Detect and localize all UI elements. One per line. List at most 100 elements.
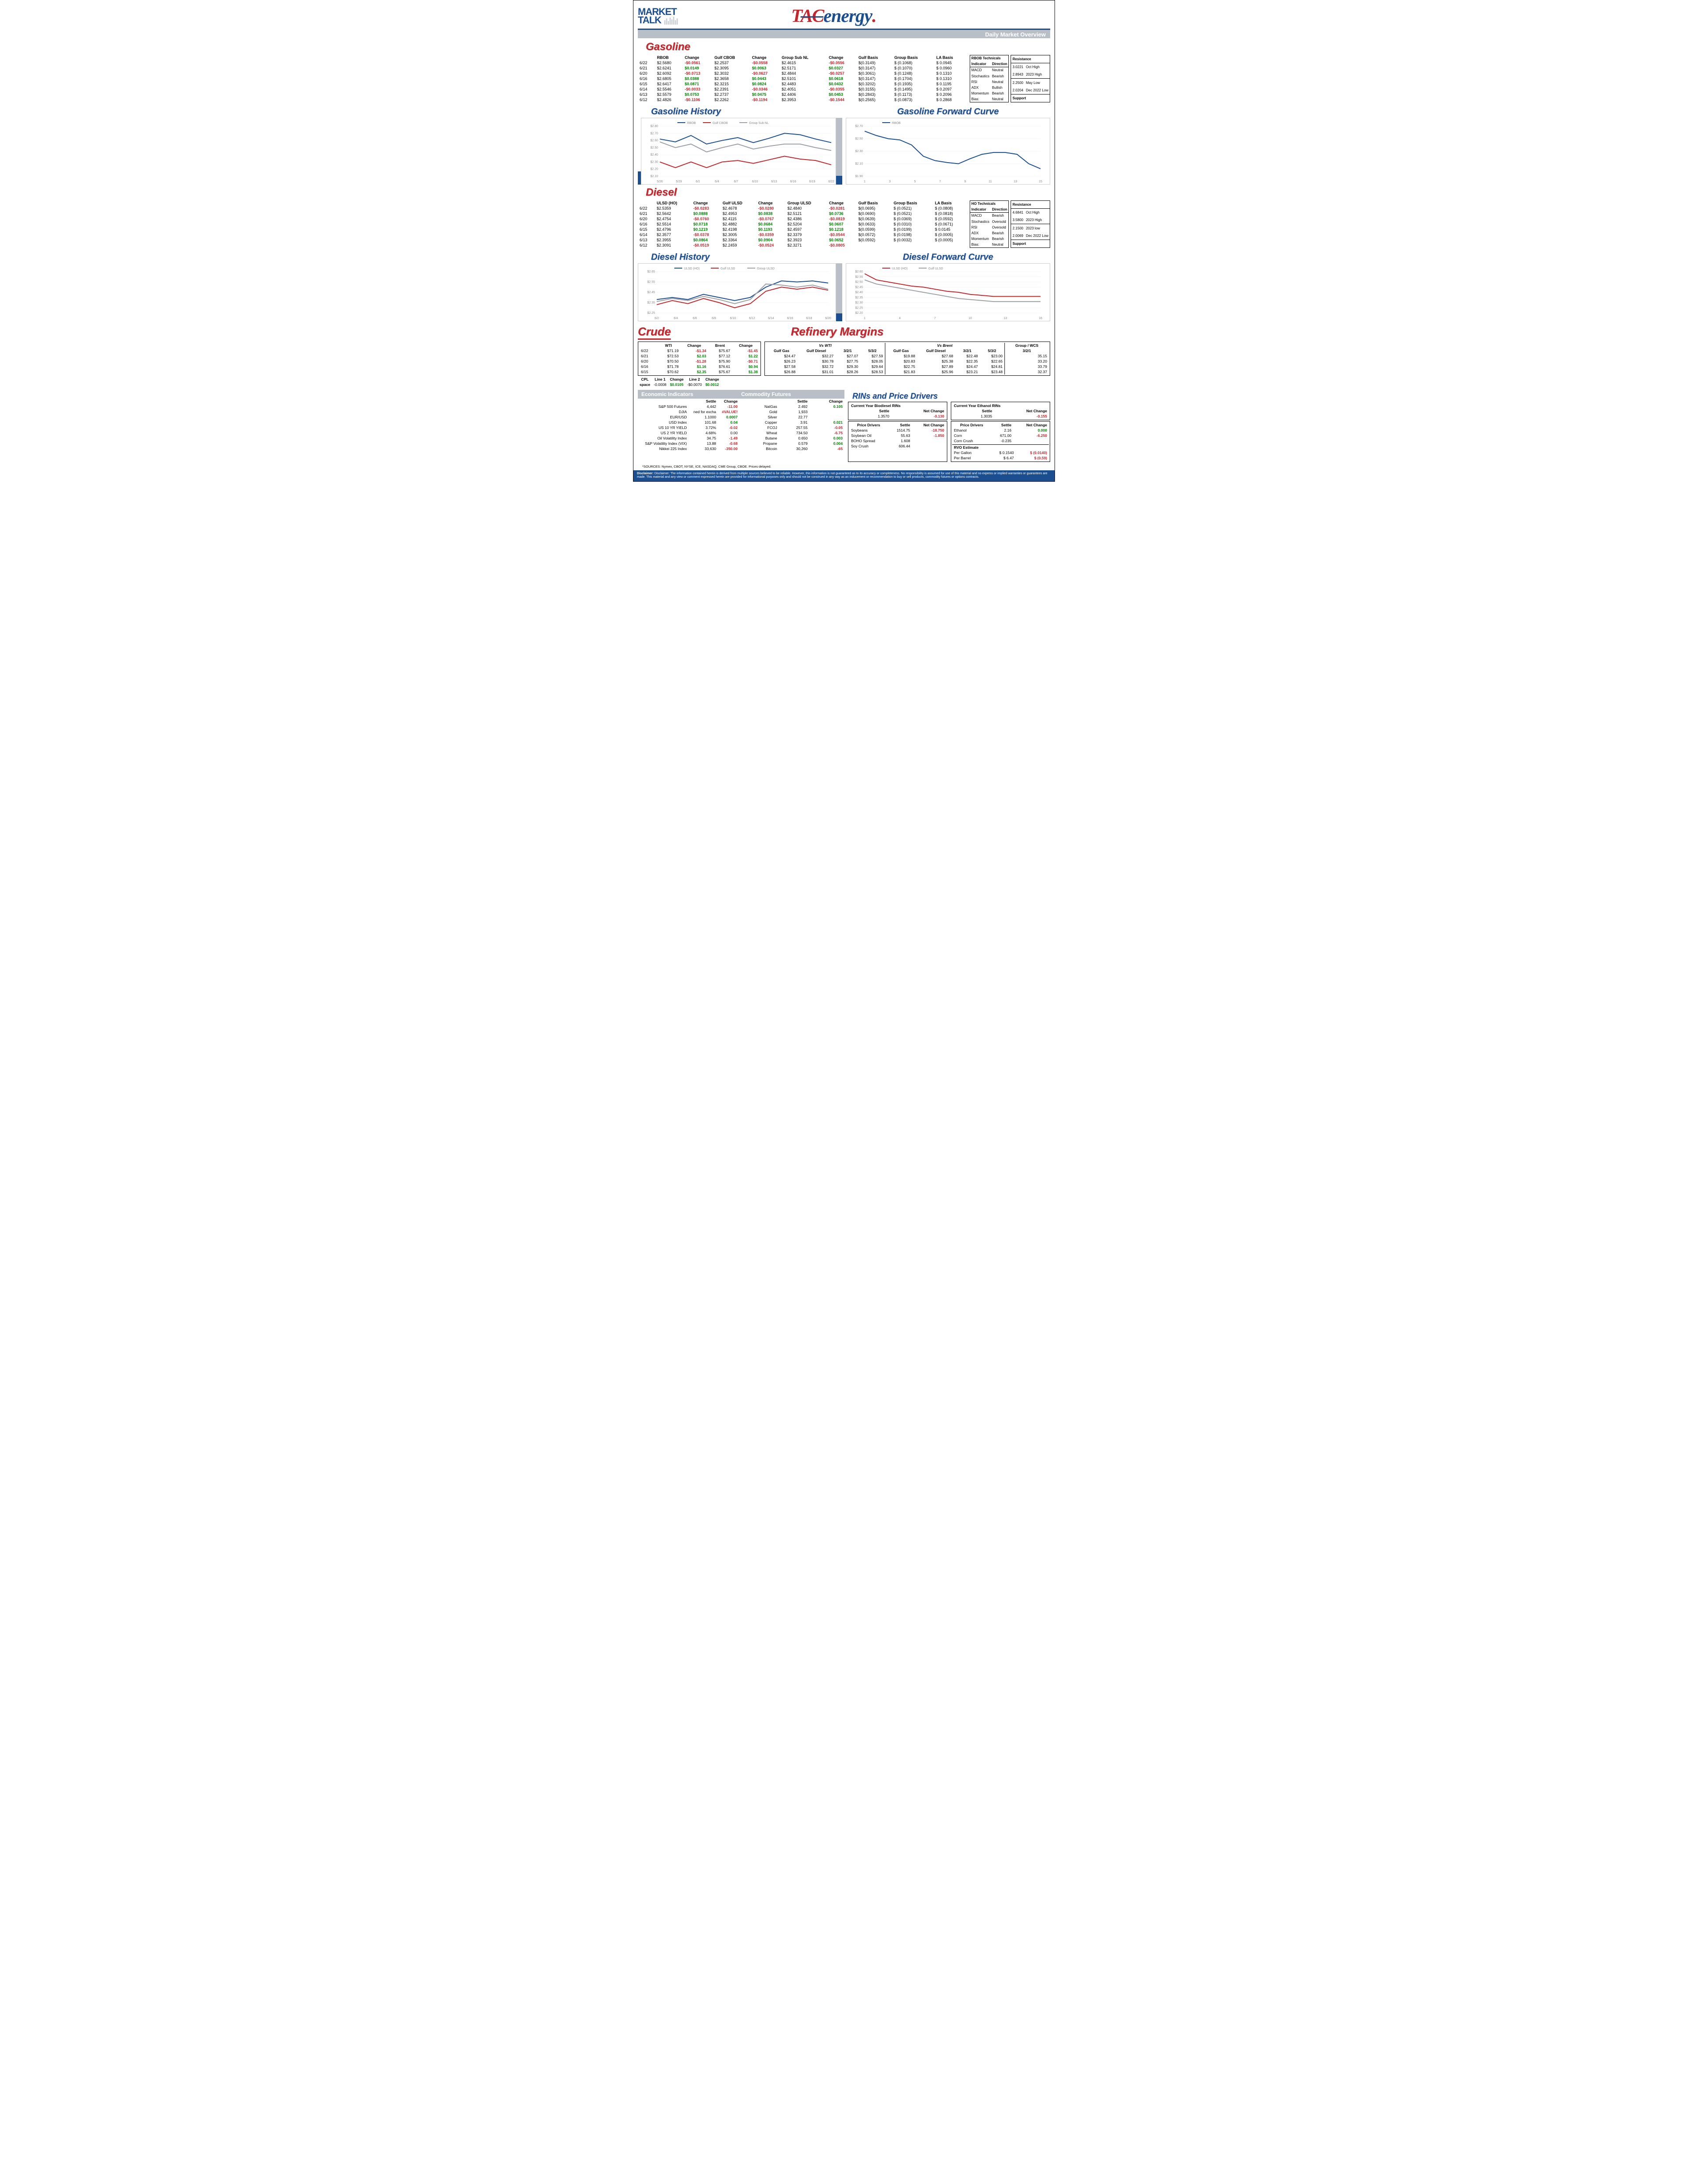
gasoline-resistance-support: Resistance3.0221Oct High2.89432023 High2… (1011, 55, 1050, 102)
diesel-forward-chart: $2.20$2.25$2.30$2.35$2.40$2.45$2.50$2.55… (846, 264, 1044, 321)
price-drivers-left: Price DriversSettleNet ChangeSoybeans151… (849, 422, 946, 449)
price-drivers-right: Price DriversSettleNet ChangeEthanol2.16… (952, 422, 1049, 443)
svg-text:6/13: 6/13 (771, 180, 777, 183)
svg-text:5: 5 (914, 180, 916, 183)
svg-text:6/1: 6/1 (696, 180, 700, 183)
diesel-table: ULSD (HO)ChangeGulf ULSDChangeGroup ULSD… (638, 200, 966, 248)
diesel-technicals: HO TechnicalsIndicatorDirectionMACDBeari… (970, 200, 1009, 248)
biodiesel-rins-table: Current Year Biodiesel RINsSettleNet Cha… (849, 403, 946, 419)
svg-text:6/16: 6/16 (790, 180, 797, 183)
svg-text:5/26: 5/26 (657, 180, 663, 183)
svg-text:Group ULSD: Group ULSD (757, 267, 775, 270)
econ-title: Economic Indicators (641, 391, 741, 397)
gasoline-table: RBOBChangeGulf CBOBChangeGroup Sub NLCha… (638, 55, 966, 102)
svg-text:7: 7 (939, 180, 941, 183)
svg-text:$2.80: $2.80 (650, 125, 658, 128)
svg-text:15: 15 (1039, 180, 1042, 183)
diesel-history-chart: $2.25$2.35$2.45$2.55$2.656/26/46/66/86/1… (638, 264, 832, 321)
svg-text:$2.40: $2.40 (855, 291, 863, 294)
svg-text:6/16: 6/16 (787, 317, 793, 320)
svg-text:6/10: 6/10 (752, 180, 758, 183)
svg-text:ULSD (HO): ULSD (HO) (892, 267, 908, 270)
commod-title: Commodity Futures (741, 391, 841, 397)
gasoline-title: Gasoline (646, 41, 1050, 53)
svg-text:$2.25: $2.25 (855, 306, 863, 309)
svg-text:6/4: 6/4 (715, 180, 719, 183)
gasoline-row: RBOBChangeGulf CBOBChangeGroup Sub NLCha… (638, 55, 1050, 102)
svg-text:6/8: 6/8 (712, 317, 716, 320)
svg-text:6/18: 6/18 (806, 317, 812, 320)
svg-text:1: 1 (864, 180, 866, 183)
svg-text:$1.90: $1.90 (855, 175, 863, 178)
svg-text:6/22: 6/22 (828, 180, 834, 183)
svg-text:6/20: 6/20 (825, 317, 831, 320)
svg-text:$2.20: $2.20 (855, 312, 863, 315)
svg-text:11: 11 (989, 180, 992, 183)
market-talk-logo: MARKET TALK (638, 8, 678, 24)
talk-word: TALK (638, 16, 661, 25)
svg-text:RBOB: RBOB (892, 122, 901, 125)
svg-text:$2.55: $2.55 (647, 281, 655, 284)
svg-text:$2.30: $2.30 (855, 302, 863, 305)
svg-text:RBOB: RBOB (687, 122, 696, 125)
svg-text:$2.55: $2.55 (855, 276, 863, 279)
overview-bar: Daily Market Overview (638, 29, 1050, 38)
gas-forward-title: Gasoline Forward Curve (846, 107, 1050, 117)
svg-text:$2.70: $2.70 (855, 125, 863, 128)
svg-text:13: 13 (1014, 180, 1017, 183)
svg-text:6/6: 6/6 (693, 317, 697, 320)
header: MARKET TALK TACenergy. (638, 6, 1050, 27)
gasoline-technicals: RBOB TechnicalsIndicatorDirectionMACDNeu… (970, 55, 1009, 102)
diesel-title: Diesel (646, 186, 1050, 199)
crude-table: WTIChangeBrentChange6/22$71.19-$1.34$75.… (639, 343, 760, 374)
margins-title: Refinery Margins (791, 325, 1050, 338)
svg-text:6/12: 6/12 (749, 317, 755, 320)
svg-text:1: 1 (864, 317, 866, 320)
cpl-table: CPLLine 1ChangeLine 2Changespace-0.0008$… (638, 377, 721, 387)
svg-text:6/19: 6/19 (809, 180, 815, 183)
svg-text:ULSD (HO): ULSD (HO) (684, 267, 700, 270)
disclaimer-text: Disclaimer: The information contained he… (637, 472, 1048, 479)
svg-text:$2.50: $2.50 (650, 146, 658, 149)
diesel-history-title: Diesel History (651, 252, 842, 262)
margins-table: Vs WTIVs BrentGroup / WCSGulf GasGulf Di… (766, 343, 1049, 374)
svg-text:5/29: 5/29 (676, 180, 682, 183)
svg-text:$2.35: $2.35 (647, 302, 655, 305)
gas-history-chart: $2.10$2.20$2.30$2.40$2.50$2.60$2.70$2.80… (641, 118, 835, 184)
svg-text:$2.35: $2.35 (855, 296, 863, 299)
svg-text:$2.60: $2.60 (855, 270, 863, 273)
rins-title: RINs and Price Drivers (852, 392, 1050, 401)
svg-text:6/2: 6/2 (655, 317, 659, 320)
svg-text:6/10: 6/10 (730, 317, 736, 320)
sources-note: *SOURCES: Nymex, CBOT, NYSE, ICE, NASDAQ… (642, 465, 1046, 469)
svg-text:$2.65: $2.65 (647, 270, 655, 273)
diesel-forward-title: Diesel Forward Curve (846, 252, 1050, 262)
svg-text:6/14: 6/14 (768, 317, 774, 320)
svg-text:$2.20: $2.20 (650, 168, 658, 171)
svg-text:$2.25: $2.25 (647, 312, 655, 315)
rvo-estimate-table: RVO EstimatePer Gallon$ 0.1540$ (0.0140)… (952, 444, 1049, 461)
svg-text:$2.40: $2.40 (650, 153, 658, 156)
svg-text:Gulf CBOB: Gulf CBOB (713, 122, 728, 125)
econ-bar: Economic Indicators Commodity Futures (638, 390, 844, 399)
svg-text:$2.30: $2.30 (650, 160, 658, 164)
crude-title: Crude (638, 325, 671, 340)
svg-text:$2.50: $2.50 (855, 281, 863, 284)
svg-text:$2.45: $2.45 (647, 291, 655, 294)
ethanol-rins-table: Current Year Ethanol RINsSettleNet Chang… (952, 403, 1049, 419)
svg-text:16: 16 (1039, 317, 1042, 320)
svg-text:3: 3 (889, 180, 891, 183)
svg-text:6/7: 6/7 (734, 180, 738, 183)
svg-text:$2.50: $2.50 (855, 138, 863, 141)
svg-text:Gulf ULSD: Gulf ULSD (928, 267, 943, 270)
econ-indicators-table: SettleChangeS&P 500 Futures4,442-11.00DJ… (638, 399, 739, 451)
svg-text:13: 13 (1004, 317, 1007, 320)
svg-text:$2.30: $2.30 (855, 150, 863, 153)
svg-text:Gulf ULSD: Gulf ULSD (720, 267, 735, 270)
svg-text:$2.60: $2.60 (650, 139, 658, 142)
svg-text:4: 4 (899, 317, 901, 320)
svg-text:10: 10 (968, 317, 972, 320)
gas-history-title: Gasoline History (651, 107, 842, 117)
disclaimer: Disclaimer: Disclaimer: The information … (633, 470, 1055, 481)
svg-text:$2.10: $2.10 (855, 163, 863, 166)
